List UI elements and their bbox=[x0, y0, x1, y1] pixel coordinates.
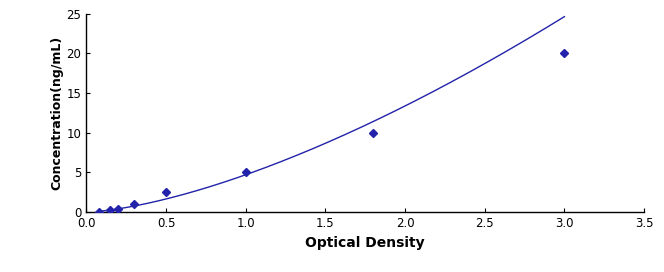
Y-axis label: Concentration(ng/mL): Concentration(ng/mL) bbox=[51, 36, 64, 190]
X-axis label: Optical Density: Optical Density bbox=[305, 236, 425, 250]
